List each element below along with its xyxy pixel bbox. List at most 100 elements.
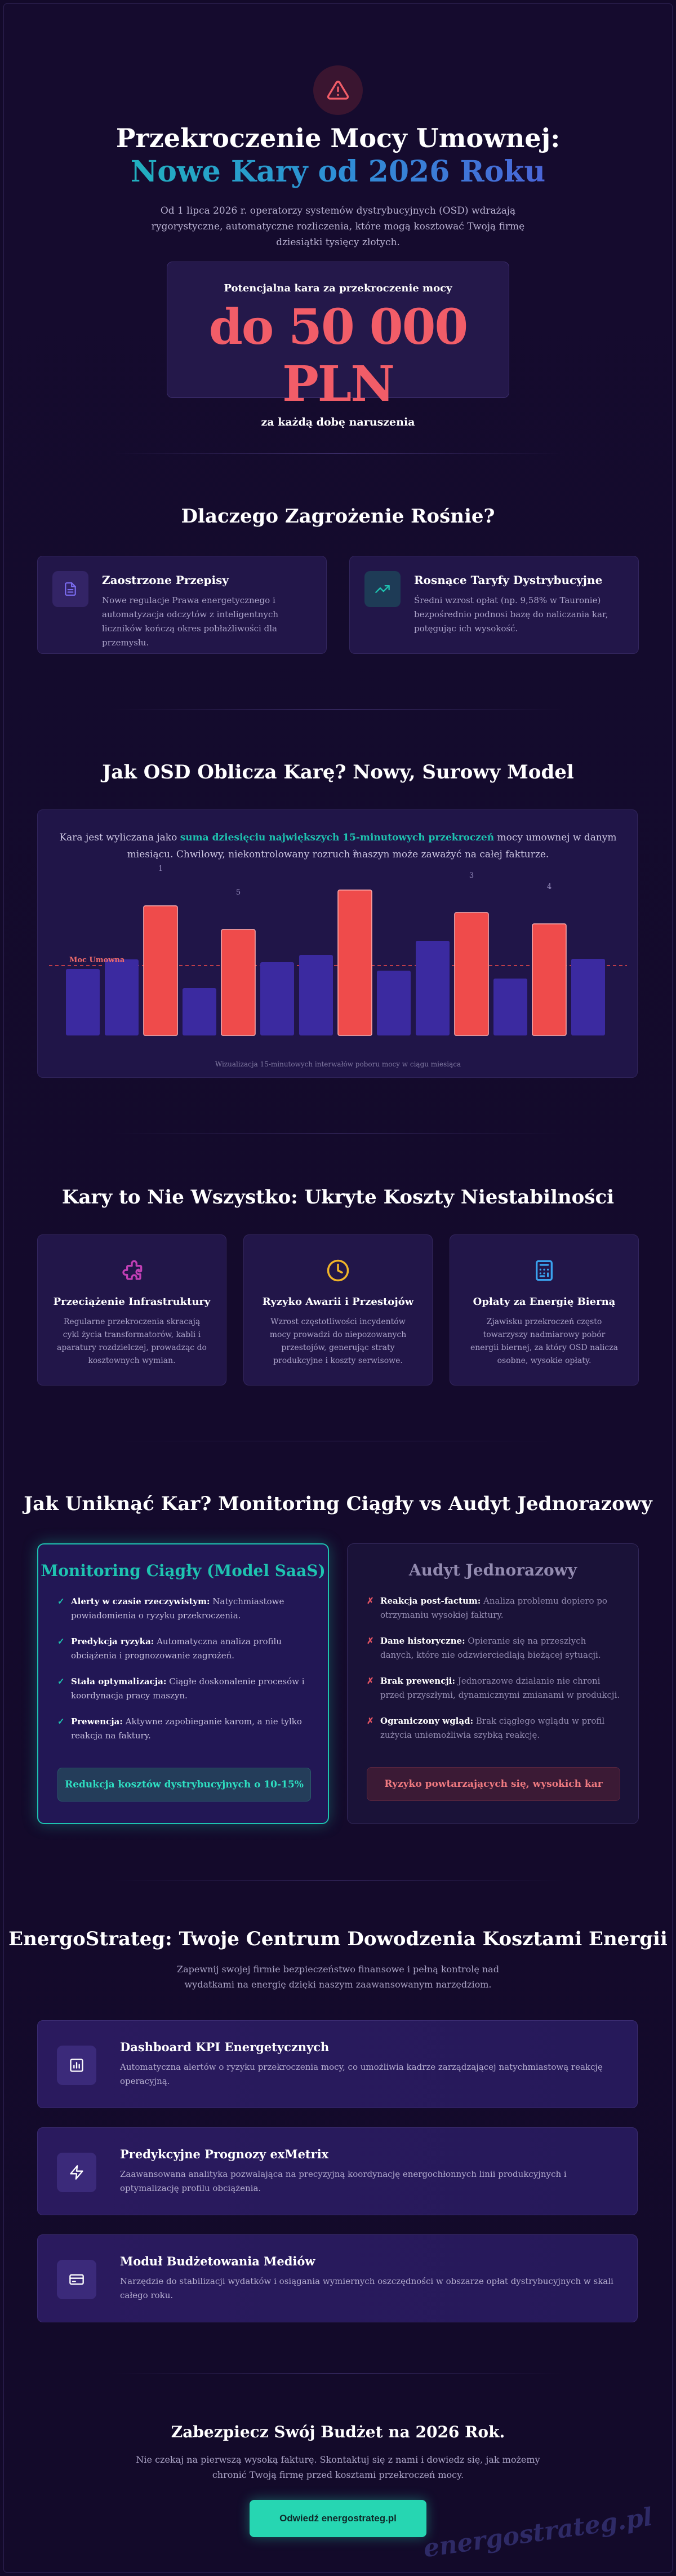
bar-exceeding: [221, 929, 256, 1036]
list-item: ✓ Prewencja: Aktywne zapobieganie karom, …: [57, 1715, 312, 1743]
card-title: Ryzyko Awarii i Przestojów: [262, 1296, 414, 1308]
card-title: Zaostrzone Przepisy: [102, 573, 229, 587]
bar-normal: [105, 959, 139, 1035]
bar-normal: [66, 969, 100, 1035]
hero-subtitle: Od 1 lipca 2026 r. operatorzy systemów d…: [151, 205, 525, 248]
card-reactive-energy: Opłaty za Energię Bierną Zjawisku przekr…: [450, 1234, 639, 1386]
divider: [113, 2373, 563, 2374]
feature-text: Automatyczna alertów o ryzyku przekrocze…: [120, 2062, 603, 2086]
saas-benefit-badge: Redukcja kosztów dystrybucyjnych o 10-15…: [57, 1768, 311, 1802]
compare-saas-title: Monitoring Ciągły (Model SaaS): [41, 1561, 326, 1580]
rank-label: 3: [469, 871, 474, 880]
divider: [113, 1880, 563, 1881]
bar-exceeding: [143, 905, 178, 1036]
rank-label: 2: [353, 849, 357, 857]
dashboard-chart-icon: [57, 2046, 96, 2085]
penalty-label: Potencjalna kara za przekroczenie mocy: [224, 282, 452, 294]
chart-caption: Wizualizacja 15-minutowych interwałów po…: [215, 1060, 461, 1068]
feature-text: Zaawansowana analityka pozwalająca na pr…: [120, 2169, 567, 2193]
card-text: Średni wzrost opłat (np. 9,58% w Tauroni…: [414, 595, 608, 634]
feature-text: Narzędzie do stabilizacji wydatków i osi…: [120, 2276, 613, 2300]
credit-card-icon: [57, 2260, 96, 2299]
card-title: Opłaty za Energię Bierną: [473, 1296, 616, 1308]
feature-forecasts: Predykcyjne Prognozy exMetrix Zaawansowa…: [37, 2127, 638, 2215]
check-icon: ✓: [57, 1676, 65, 1687]
calculator-icon: [531, 1258, 557, 1283]
hero-title: Przekroczenie Mocy Umownej:: [115, 123, 561, 153]
card-infrastructure: Przeciążenie Infrastruktury Regularne pr…: [37, 1234, 226, 1386]
bar-exceeding: [532, 923, 567, 1036]
clock-icon: [325, 1258, 351, 1283]
feature-title: Dashboard KPI Energetycznych: [120, 2040, 330, 2054]
card-tariffs: Rosnące Taryfy Dystrybucyjne Średni wzro…: [349, 556, 639, 654]
power-chart: 1 5 2 3 4 Moc Umowna: [49, 849, 627, 1036]
feature-dashboard: Dashboard KPI Energetycznych Automatyczn…: [37, 2020, 638, 2108]
bar-normal: [183, 988, 216, 1035]
check-icon: ✓: [57, 1636, 65, 1646]
card-text: Zjawisku przekroczeń często towarzyszy n…: [470, 1317, 618, 1365]
list-item: ✗ Reakcja post-factum: Analiza problemu d…: [367, 1594, 621, 1622]
penalty-box: Potencjalna kara za przekroczenie mocy d…: [167, 262, 509, 428]
compare-saas-card: Monitoring Ciągły (Model SaaS) ✓ Alerty w…: [37, 1543, 329, 1824]
list-item: ✗ Brak prewencji: Jednorazowe działanie n…: [367, 1674, 621, 1702]
bar-normal: [416, 941, 450, 1035]
divider: [113, 709, 563, 710]
chart-intro-highlight: suma dziesięciu największych 15-minutowy…: [180, 832, 495, 843]
visit-website-button[interactable]: Odwiedź energostrateg.pl: [250, 2500, 426, 2537]
card-regulations: Zaostrzone Przepisy Nowe regulacje Prawa…: [37, 556, 327, 654]
penalty-foot: za każdą dobę naruszenia: [261, 416, 415, 428]
audit-risk-badge: Ryzyko powtarzających się, wysokich kar: [367, 1767, 620, 1801]
list-item: ✗ Ograniczony wgląd: Brak ciągłego wglądu…: [367, 1714, 621, 1742]
cross-icon: ✗: [367, 1596, 374, 1606]
compare-saas-list: ✓ Alerty w czasie rzeczywistym: Natychmia…: [57, 1595, 312, 1743]
section-heading-features: EnergoStrateg: Twoje Centrum Dowodzenia …: [8, 1928, 668, 1950]
threshold-label: Moc Umowna: [69, 956, 125, 964]
feature-budgeting: Moduł Budżetowania Mediów Narzędzie do s…: [37, 2234, 638, 2322]
cross-icon: ✗: [367, 1636, 374, 1646]
compare-audit-title: Audyt Jednorazowy: [408, 1561, 577, 1579]
feature-title: Moduł Budżetowania Mediów: [120, 2254, 315, 2268]
rank-label: 4: [547, 883, 552, 891]
cta-text: Nie czekaj na pierwszą wysoką fakturę. S…: [136, 2454, 540, 2480]
chart-intro: Kara jest wyliczana jako suma dziesięciu…: [59, 832, 617, 860]
warning-triangle-icon: [313, 65, 363, 115]
cross-icon: ✗: [367, 1716, 374, 1726]
section-heading-hidden: Kary to Nie Wszystko: Ukryte Koszty Nies…: [61, 1186, 615, 1209]
card-title: Przeciążenie Infrastruktury: [53, 1296, 211, 1308]
card-failures: Ryzyko Awarii i Przestojów Wzrost często…: [243, 1234, 433, 1386]
list-item: ✓ Predykcja ryzyka: Automatyczna analiza …: [57, 1635, 312, 1663]
bar-normal: [260, 962, 294, 1035]
card-text: Wzrost częstotliwości incydentów mocy pr…: [269, 1317, 407, 1365]
bar-normal: [377, 971, 411, 1035]
lightning-icon: [57, 2153, 96, 2192]
rank-label: 1: [158, 865, 163, 873]
list-item: ✗ Dane historyczne: Opieranie się na prze…: [367, 1634, 621, 1662]
cta-heading: Zabezpiecz Swój Budżet na 2026 Rok.: [171, 2423, 505, 2441]
bar-exceeding: [337, 889, 372, 1036]
rank-label: 5: [236, 888, 241, 897]
penalty-amount: do 50 000 PLN: [208, 299, 469, 413]
chart-panel: Kara jest wyliczana jako suma dziesięciu…: [37, 809, 638, 1078]
puzzle-icon: [119, 1258, 145, 1283]
check-icon: ✓: [57, 1596, 65, 1606]
list-item: ✓ Stała optymalizacja: Ciągłe doskonaleni…: [57, 1675, 312, 1703]
hero-title-highlight: Nowe Kary od 2026 Roku: [0, 154, 676, 189]
card-title: Rosnące Taryfy Dystrybucyjne: [414, 573, 603, 587]
divider: [113, 453, 563, 454]
section-heading-model: Jak OSD Oblicza Karę? Nowy, Surowy Model: [102, 761, 574, 784]
compare-audit-card: Audyt Jednorazowy ✗ Reakcja post-factum: …: [347, 1543, 639, 1824]
section-heading-compare: Jak Uniknąć Kar? Monitoring Ciągły vs Au…: [24, 1493, 652, 1515]
check-icon: ✓: [57, 1716, 65, 1727]
feature-title: Predykcyjne Prognozy exMetrix: [120, 2147, 329, 2161]
compare-audit-list: ✗ Reakcja post-factum: Analiza problemu d…: [367, 1594, 621, 1742]
bar-normal: [299, 955, 333, 1035]
bar-normal: [571, 959, 605, 1035]
document-icon: [52, 571, 88, 607]
bar-exceeding: [454, 912, 489, 1036]
features-subtitle: Zapewnij swojej firmie bezpieczeństwo fi…: [177, 1964, 499, 1990]
card-text: Nowe regulacje Prawa energetycznego i au…: [102, 595, 279, 648]
bar-normal: [493, 979, 527, 1035]
list-item: ✓ Alerty w czasie rzeczywistym: Natychmia…: [57, 1595, 312, 1623]
trending-up-icon: [364, 571, 401, 607]
divider: [113, 1133, 563, 1134]
